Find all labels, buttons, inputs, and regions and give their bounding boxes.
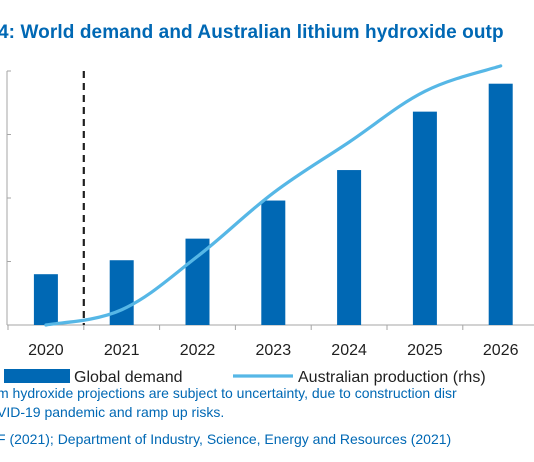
legend-label-global-demand: Global demand — [74, 369, 183, 386]
legend-label-australian-production: Australian production (rhs) — [298, 369, 486, 386]
x-tick-label-2026: 2026 — [483, 342, 519, 359]
australian-production-line — [44, 64, 503, 327]
global-demand-bar-2022 — [185, 238, 210, 325]
legend-swatch-global-demand — [4, 369, 70, 383]
chart-note-line-2: VID-19 pandemic and ramp up risks. — [0, 404, 225, 420]
global-demand-bar-2026 — [488, 83, 513, 325]
global-demand-bar-2023 — [261, 200, 286, 325]
chart-title: 4: World demand and Australian lithium h… — [0, 22, 504, 43]
global-demand-bar-2025 — [412, 111, 437, 325]
x-tick-label-2020: 2020 — [28, 342, 64, 359]
x-tick-label-2022: 2022 — [180, 342, 216, 359]
x-tick-label-2025: 2025 — [407, 342, 443, 359]
chart-source: F (2021); Department of Industry, Scienc… — [0, 431, 452, 447]
chart-note-line-1: m hydroxide projections are subject to u… — [0, 385, 457, 401]
global-demand-bar-2020 — [33, 274, 58, 325]
x-tick-label-2023: 2023 — [256, 342, 292, 359]
x-tick-label-2024: 2024 — [331, 342, 367, 359]
x-tick-label-2021: 2021 — [104, 342, 140, 359]
global-demand-bar-2021 — [109, 260, 134, 325]
global-demand-bar-2024 — [337, 170, 362, 325]
